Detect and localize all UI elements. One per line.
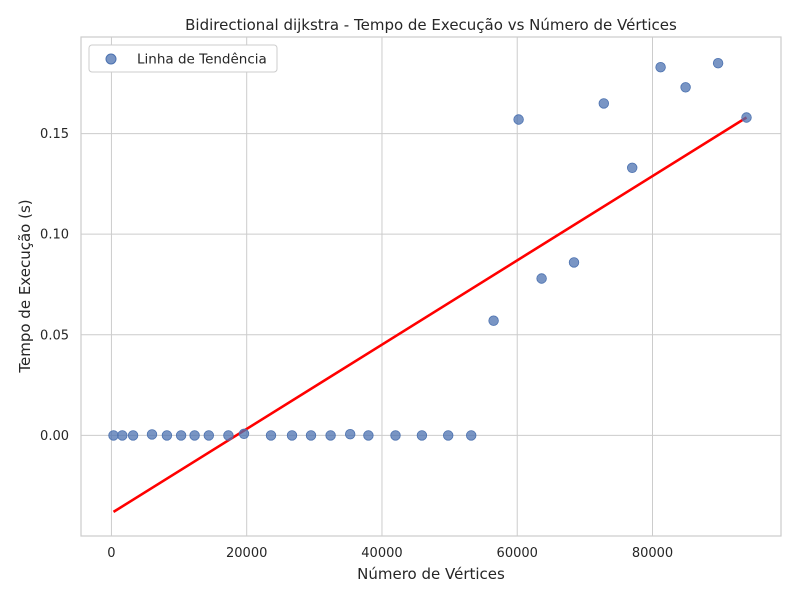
y-tick-label: 0.10 — [40, 228, 69, 243]
scatter-point — [189, 430, 200, 441]
scatter-point — [536, 273, 547, 284]
scatter-point — [741, 112, 752, 123]
scatter-point — [680, 82, 691, 93]
scatter-point — [598, 98, 610, 109]
scatter-point — [488, 315, 499, 326]
x-tick-label: 20000 — [226, 546, 267, 561]
scatter-point — [513, 114, 524, 125]
scatter-point — [265, 430, 277, 441]
y-axis-label: Tempo de Execução (s) — [16, 199, 34, 373]
scatter-point — [117, 430, 128, 441]
trend-line-layer — [112, 116, 748, 514]
scatter-point — [175, 430, 187, 441]
scatter-point — [416, 430, 428, 441]
scatter-point — [627, 162, 638, 174]
scatter-point — [712, 58, 724, 69]
y-axis-ticks: 0.00 0.05 0.10 0.15 — [40, 127, 69, 444]
legend-entry-label: Linha de Tendência — [137, 52, 267, 68]
x-axis-ticks: 0 20000 40000 60000 80000 — [107, 546, 673, 561]
scatter-point — [390, 430, 401, 441]
x-tick-label: 60000 — [497, 546, 538, 561]
scatter-point — [286, 430, 298, 441]
scatter-point — [363, 430, 374, 441]
plot-area-frame — [80, 36, 782, 537]
scatter-point — [305, 430, 317, 441]
scatter-point — [345, 429, 356, 440]
scatter-point — [325, 430, 336, 441]
scatter-point — [238, 428, 250, 440]
x-tick-label: 0 — [107, 546, 115, 561]
scatter-point — [146, 429, 158, 440]
x-axis-label: Número de Vértices — [357, 565, 505, 583]
legend: Linha de Tendência — [88, 44, 278, 73]
scatter-point — [203, 430, 215, 441]
legend-box — [88, 44, 278, 73]
scatter-point — [443, 430, 454, 441]
scatter-point — [223, 430, 234, 441]
legend-marker — [105, 53, 117, 65]
scatter-point — [568, 257, 580, 268]
scatter-point — [161, 430, 173, 441]
y-tick-label: 0.15 — [40, 127, 69, 142]
y-tick-label: 0.05 — [40, 328, 69, 343]
scatter-point — [108, 430, 119, 441]
x-tick-label: 40000 — [361, 546, 402, 561]
scatter-point — [127, 430, 139, 441]
scatter-point — [466, 430, 477, 441]
scatter-points-layer — [108, 58, 752, 441]
y-tick-label: 0.00 — [40, 429, 69, 444]
x-tick-label: 80000 — [632, 546, 673, 561]
trend-line — [112, 116, 748, 514]
chart-title: Bidirectional dijkstra - Tempo de Execuç… — [185, 16, 677, 34]
scatter-point — [655, 61, 666, 73]
